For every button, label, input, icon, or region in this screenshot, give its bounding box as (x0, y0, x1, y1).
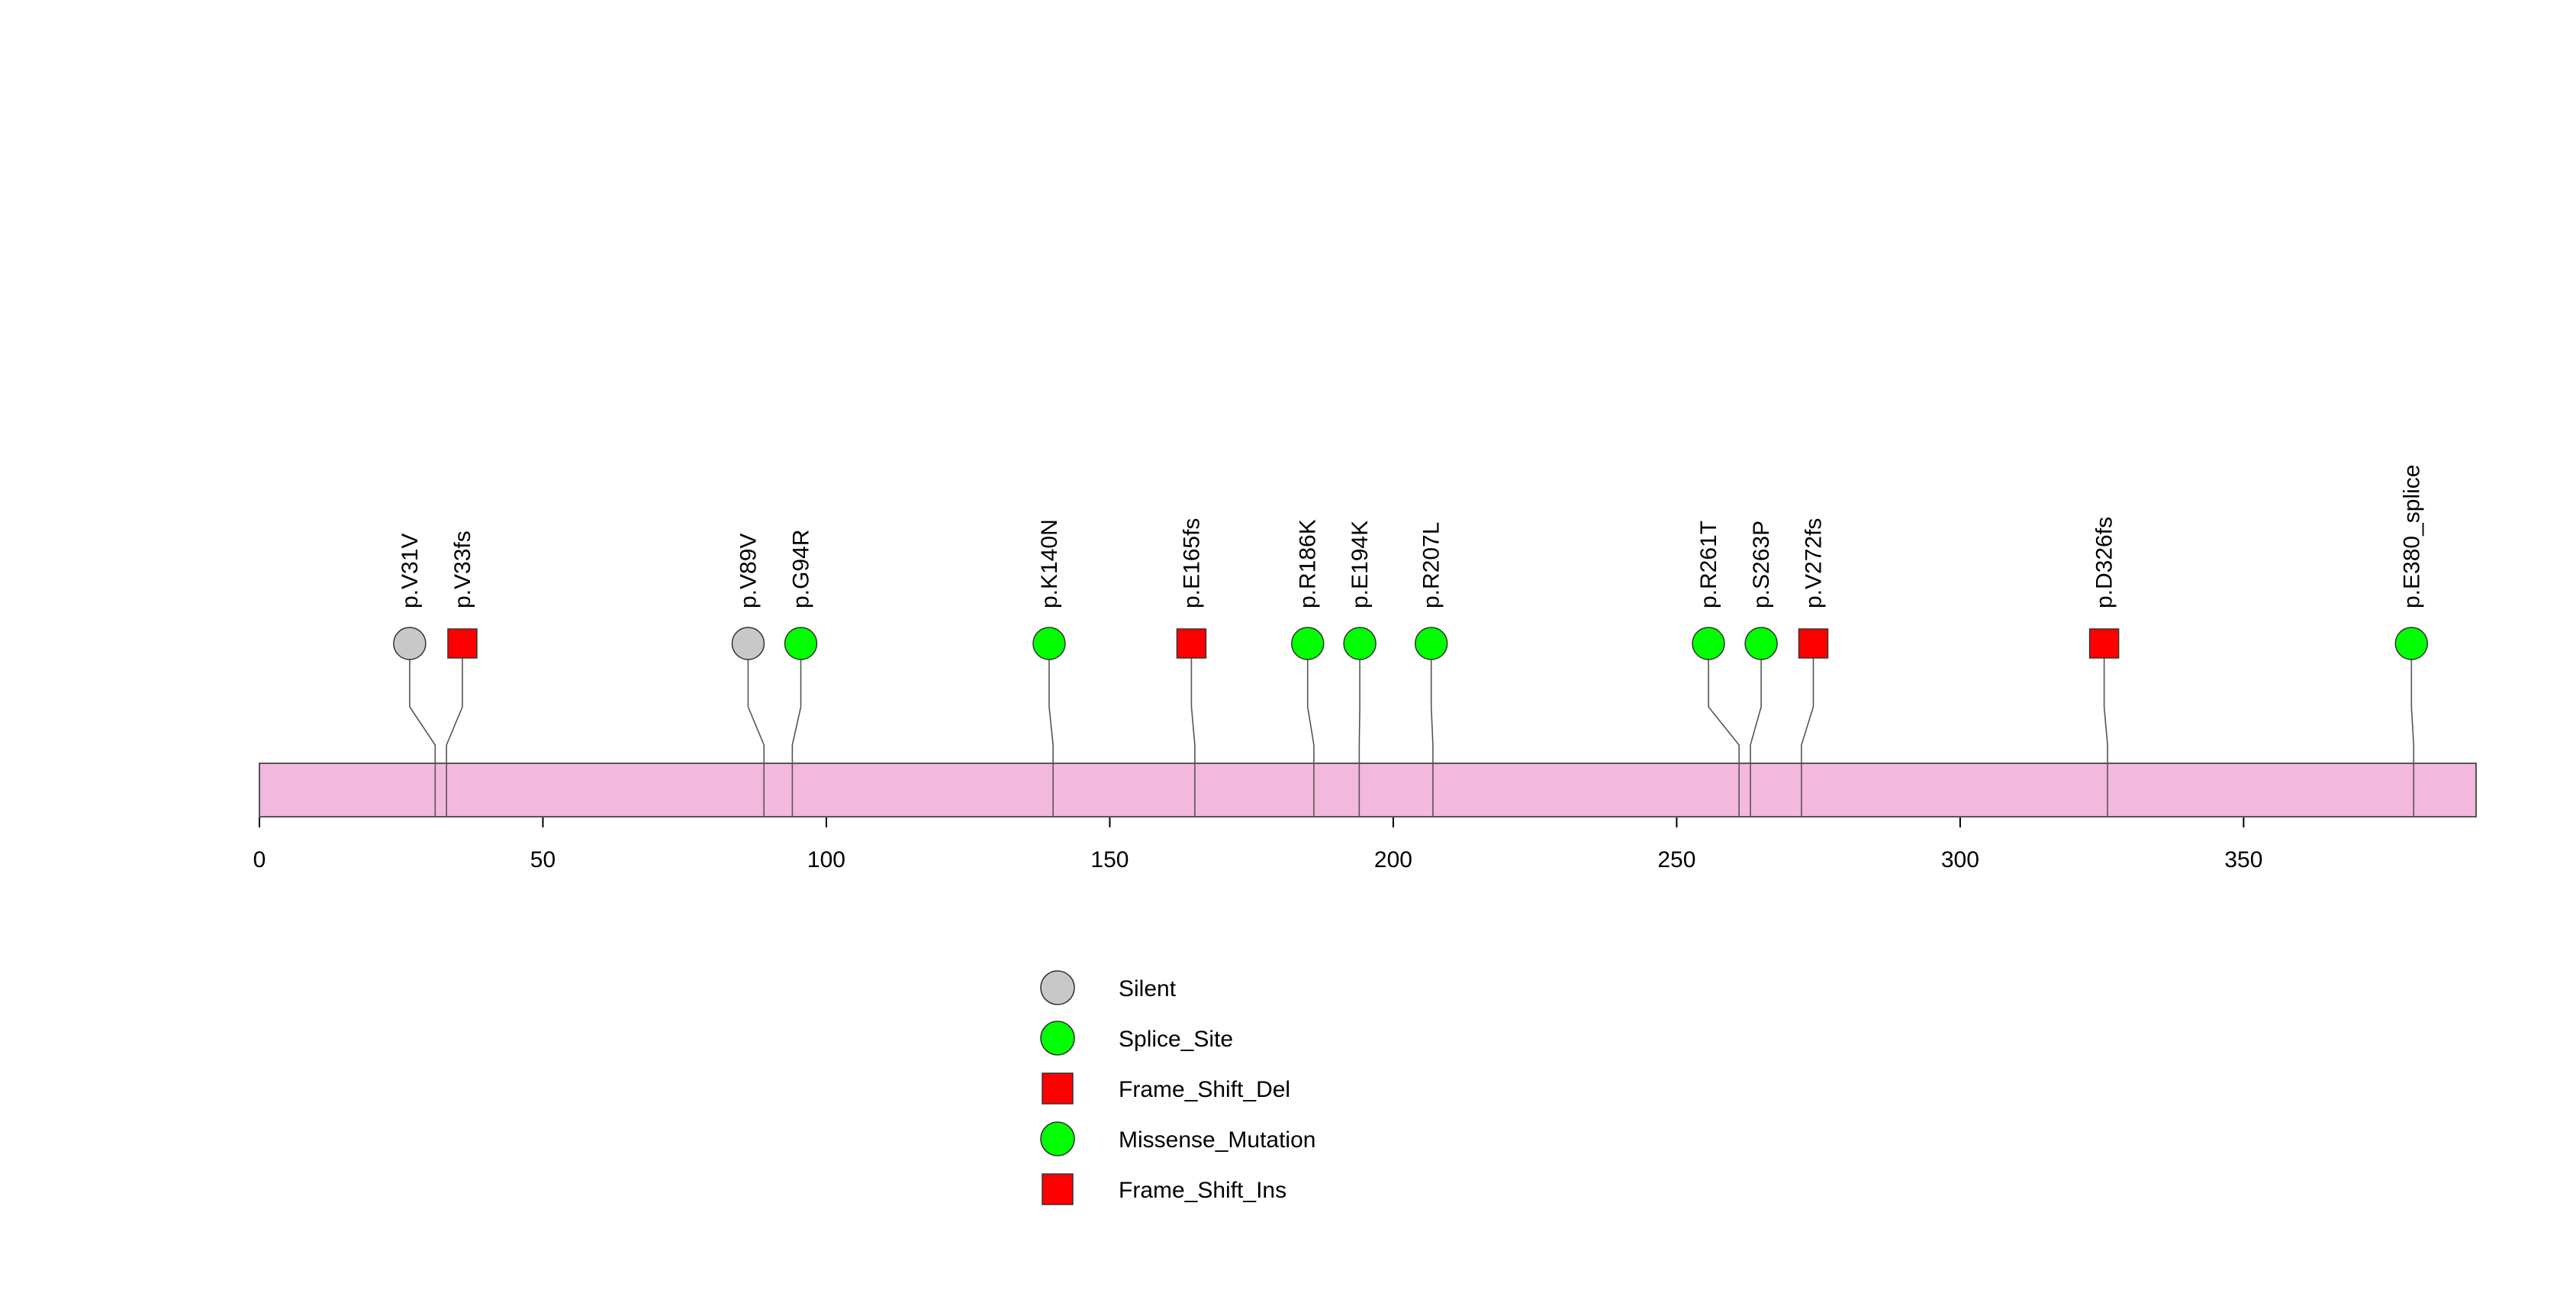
legend-entry: Splice_Site (1040, 1021, 1233, 1056)
mutation-stem (1750, 643, 1762, 763)
mutation-label: p.E165fs (1179, 518, 1204, 608)
mutation-marker (784, 627, 818, 660)
mutation-marker (1176, 628, 1207, 659)
mutation-marker (447, 628, 478, 659)
legend-entry: Silent (1040, 970, 1177, 1005)
mutation-label: p.E194K (1348, 521, 1373, 608)
x-tick-label: 250 (1657, 847, 1695, 872)
mutation-stem (2103, 643, 2108, 763)
legend-swatch (1042, 1072, 1074, 1105)
legend: Silent Splice_Site Frame_Shift_Del Missense… (1040, 970, 1315, 1205)
x-tick-label: 100 (807, 847, 845, 872)
mutation-marker (2088, 628, 2120, 659)
legend-entry: Frame_Shift_Del (1042, 1072, 1290, 1105)
mutation-stem (1306, 643, 1315, 763)
legend-label: Silent (1119, 976, 1177, 1001)
mutation-label: p.V31V (398, 534, 423, 608)
mutation-labels: p.V31V p.V33fs p.V89V p.G94R p.K140N p.E165fs… (398, 465, 2424, 608)
mutation-marker (1032, 627, 1066, 660)
legend-swatch (1040, 970, 1075, 1005)
mutation-label: p.V33fs (450, 531, 475, 608)
legend-swatch (1040, 1021, 1075, 1056)
mutation-stems (409, 643, 2415, 763)
mutation-stem (1190, 643, 1196, 763)
mutation-stem (2410, 643, 2415, 763)
mutation-label: p.R207L (1419, 522, 1444, 608)
legend-label: Splice_Site (1119, 1027, 1233, 1052)
x-tick-label: 300 (1941, 847, 1979, 872)
mutation-stem (1708, 643, 1740, 763)
legend-entry: Frame_Shift_Ins (1042, 1173, 1286, 1205)
mutation-stem (791, 643, 802, 763)
mutation-markers (393, 627, 2429, 660)
x-tick-label: 350 (2224, 847, 2262, 872)
mutation-marker (731, 627, 765, 660)
mutation-stem (1430, 643, 1434, 763)
legend-swatch (1042, 1173, 1074, 1205)
mutation-marker (1414, 627, 1448, 660)
mutation-label: p.G94R (789, 530, 814, 608)
mutation-marker (2394, 627, 2429, 660)
mutation-stem (446, 643, 463, 763)
mutation-label: p.E380_splice (2399, 465, 2424, 608)
x-tick-label: 150 (1090, 847, 1129, 872)
mutation-stem (1048, 643, 1054, 763)
mutation-stem (747, 643, 765, 763)
mutation-label: p.V89V (736, 534, 761, 608)
x-tick-label: 0 (253, 847, 266, 872)
protein-bar (259, 763, 2477, 818)
mutation-stem (1801, 643, 1814, 763)
legend-label: Frame_Shift_Del (1119, 1077, 1290, 1102)
legend-entry: Missense_Mutation (1040, 1121, 1315, 1156)
legend-label: Missense_Mutation (1119, 1127, 1315, 1153)
x-tick-label: 200 (1374, 847, 1412, 872)
protein-bar-position-lines (434, 763, 2415, 817)
mutation-marker (1343, 627, 1377, 660)
legend-swatch (1040, 1121, 1075, 1156)
mutation-stem (409, 643, 436, 763)
x-tick-label: 50 (530, 847, 555, 872)
mutation-marker (1290, 627, 1325, 660)
mutation-label: p.S263P (1749, 521, 1774, 608)
mutation-marker (1798, 628, 1829, 659)
mutation-label: p.R186K (1296, 519, 1321, 608)
mutation-stem (1358, 643, 1360, 763)
mutation-marker (1692, 627, 1725, 660)
mutation-label: p.R261T (1696, 521, 1721, 608)
mutation-marker (393, 627, 427, 660)
mutation-label: p.D326fs (2092, 517, 2117, 608)
x-axis: 0 50 100 150 200 250 300 350 (253, 816, 2262, 872)
legend-label: Frame_Shift_Ins (1119, 1178, 1286, 1203)
mutation-label: p.V272fs (1801, 518, 1826, 608)
mutation-marker (1744, 627, 1778, 660)
mutation-label: p.K140N (1037, 519, 1062, 608)
